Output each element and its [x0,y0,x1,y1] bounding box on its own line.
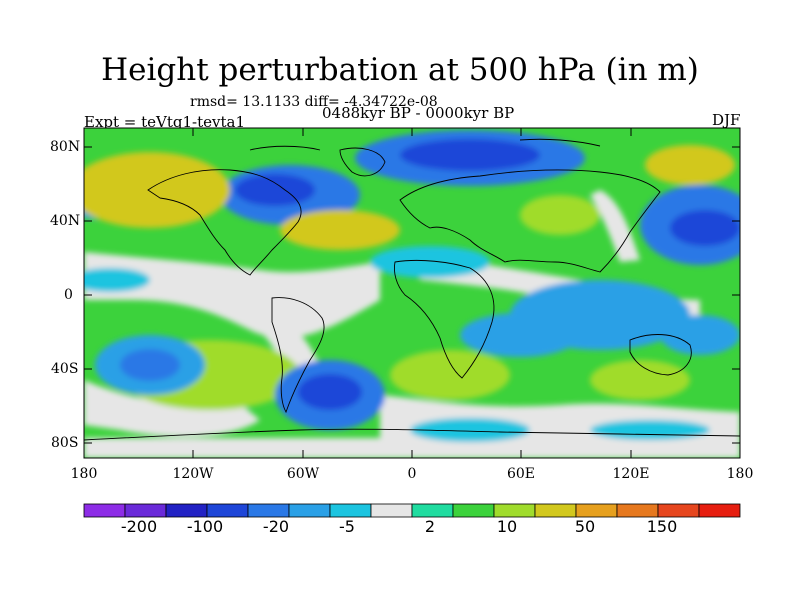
negative-anomaly-region [670,210,740,246]
north-america-coast [147,169,302,276]
colorbar-box [288,503,331,518]
colorbar [83,503,741,518]
colorbar-box [329,503,372,518]
colorbar-box [206,503,249,518]
y-tick-label: 0 [64,287,73,303]
antarctica-coast [84,428,740,441]
x-tick-label: 60E [506,466,536,482]
colorbar-label: -100 [186,517,224,536]
positive-anomaly-region [280,210,400,250]
negative-anomaly-region [84,268,150,292]
negative-anomaly-region [370,246,490,278]
south-america-coast [271,297,325,414]
neutral-band [84,380,260,437]
positive-anomaly-region [390,350,510,400]
colorbar-box [575,503,618,518]
positive-anomaly-region [645,145,735,185]
colorbar-box [83,503,126,518]
x-tick-label: 180 [70,466,98,482]
negative-anomaly-region [400,139,540,171]
negative-anomaly-region [298,374,362,410]
colorbar-box [247,503,290,518]
x-tick-label: 0 [407,466,417,482]
negative-anomaly-region [460,313,580,357]
y-tick-label: 80N [50,139,81,155]
coastlines [84,138,740,441]
stats-text: rmsd= 13.1133 diff= -4.34722e-08 [190,94,438,110]
colorbar-box [411,503,454,518]
period-label: 0488kyr BP - 0000kyr BP [322,104,515,122]
y-tick-label: 40S [51,361,79,377]
colorbar-box [493,503,536,518]
negative-anomaly-region [120,349,180,381]
colorbar-box [370,503,413,518]
x-tick-label: 180 [726,466,754,482]
experiment-label: Expt = teVtq1-tevta1 [84,113,246,131]
negative-anomaly-region [235,174,315,206]
positive-anomaly-region [84,152,230,228]
colorbar-box [698,503,741,518]
contour-field [84,128,740,458]
colorbar-label: -200 [120,517,158,536]
colorbar-label: 2 [424,517,436,536]
colorbar-label: -5 [339,517,355,536]
colorbar-label: 50 [574,517,596,536]
x-tick-label: 60W [286,466,320,482]
colorbar-label: 10 [496,517,518,536]
africa-coast [394,259,495,379]
negative-anomaly-region [410,418,530,442]
neutral-band [84,252,380,339]
colorbar-box [657,503,700,518]
x-tick-label: 120W [172,466,214,482]
y-tick-label: 40N [50,213,81,229]
neutral-band [590,190,640,262]
colorbar-label: 150 [646,517,678,536]
plot-title: Height perturbation at 500 hPa (in m) [101,52,699,88]
season-label: DJF [712,111,741,129]
australia-coast [629,334,692,376]
europe-asia-coast [399,169,661,273]
colorbar-box [165,503,208,518]
positive-anomaly-region [520,195,600,235]
negative-anomaly-region [590,420,710,440]
colorbar-box [124,503,167,518]
arctic-islands-coast [249,138,601,151]
colorbar-label: -20 [262,517,290,536]
neutral-band [84,438,740,458]
colorbar-box [534,503,577,518]
colorbar-box [616,503,659,518]
x-tick-label: 120E [612,466,650,482]
y-tick-label: 80S [51,435,79,451]
colorbar-box [452,503,495,518]
negative-anomaly-region [660,315,740,355]
positive-anomaly-region [590,360,690,400]
greenland-coast [339,147,386,177]
tick-marks [83,128,741,458]
